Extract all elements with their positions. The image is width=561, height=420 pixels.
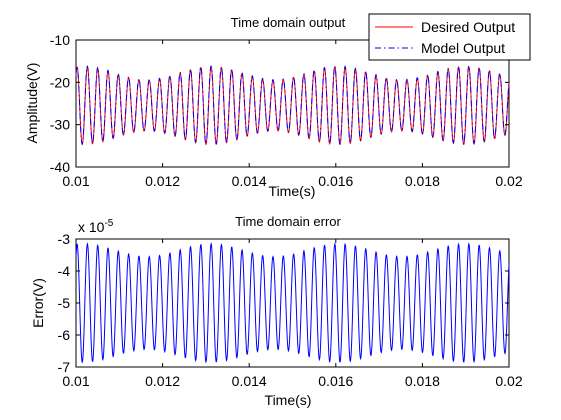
top-x-tick-label: 0.018	[405, 173, 440, 189]
top-series-group	[75, 64, 510, 146]
bottom-plot: 0.01 0.012 0.014 0.016 0.018 0.02 -3 -4 -5 -6 -7 T…	[30, 214, 523, 408]
top-title: Time domain output	[231, 15, 346, 30]
bottom-y-tick-label: -7	[58, 359, 71, 375]
legend-box	[368, 13, 531, 61]
top-x-tick-label: 0.014	[232, 173, 267, 189]
bottom-title: Time domain error	[235, 214, 341, 229]
top-x-tick-label: 0.02	[495, 173, 522, 189]
bottom-x-label: Time(s)	[265, 392, 312, 408]
legend-label-desired: Desired Output	[421, 19, 515, 35]
bottom-series-group	[75, 242, 510, 364]
bottom-ticks: 0.01 0.012 0.014 0.016 0.018 0.02 -3 -4 -5 -6 -7	[58, 231, 523, 389]
bottom-x-tick-label: 0.012	[145, 373, 180, 389]
bottom-x-tick-label: 0.018	[405, 373, 440, 389]
bottom-y-tick-label: -3	[58, 231, 71, 247]
top-x-label: Time(s)	[269, 183, 316, 199]
bottom-y-tick-label: -6	[58, 327, 71, 343]
legend-label-model: Model Output	[421, 40, 505, 56]
top-y-tick-label: -20	[50, 74, 70, 90]
legend: Desired Output Model Output	[368, 13, 531, 61]
top-ticks: 0.01 0.012 0.014 0.016 0.018 0.02 -10 -20 -30 -40	[50, 32, 523, 189]
bottom-x-tick-label: 0.014	[232, 373, 267, 389]
top-x-tick-label: 0.012	[145, 173, 180, 189]
top-series-line-model-output	[75, 64, 510, 146]
bottom-y-multiplier: x 10-5	[78, 218, 114, 235]
top-y-tick-label: -40	[50, 159, 70, 175]
bottom-x-tick-label: 0.02	[495, 373, 522, 389]
top-axes-box	[75, 39, 510, 168]
bottom-y-tick-label: -4	[58, 263, 71, 279]
bottom-x-tick-label: 0.01	[62, 373, 89, 389]
top-x-tick-label: 0.016	[318, 173, 353, 189]
bottom-x-tick-label: 0.016	[318, 373, 353, 389]
top-y-label: Amplitude(V)	[24, 63, 40, 144]
bottom-y-label: Error(V)	[30, 278, 46, 328]
top-y-tick-label: -30	[50, 117, 70, 133]
bottom-series-line-0	[75, 242, 510, 364]
top-x-tick-label: 0.01	[62, 173, 89, 189]
top-y-tick-label: -10	[50, 32, 70, 48]
bottom-y-tick-label: -5	[58, 295, 71, 311]
top-plot: 0.01 0.012 0.014 0.016 0.018 0.02 -10 -20 -30 -40…	[24, 13, 531, 199]
